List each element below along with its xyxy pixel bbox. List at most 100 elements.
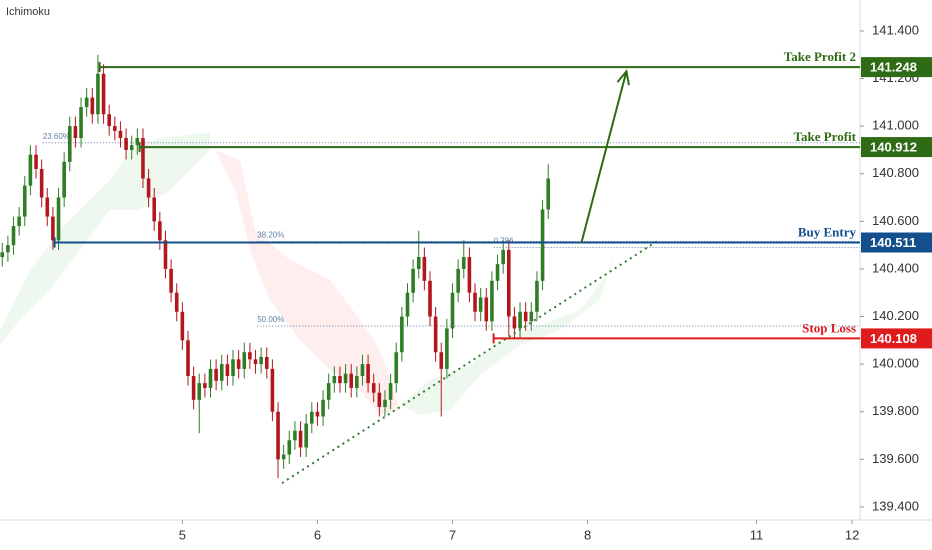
candle-body [315, 411, 320, 417]
price-tag-label: 140.108 [870, 331, 917, 346]
candle-body [540, 209, 545, 281]
candle-body [248, 352, 252, 360]
candle-body [332, 376, 337, 384]
candle-body [0, 252, 5, 258]
candle-body [450, 292, 455, 329]
fib-label: 50.00% [257, 315, 284, 324]
candle-body [383, 399, 387, 407]
candle-body [411, 268, 415, 293]
price-tag [861, 232, 932, 253]
candle-body [259, 356, 263, 365]
candle-body [11, 226, 16, 246]
candle-body [22, 185, 27, 217]
candle-body [473, 292, 477, 312]
candle-body [478, 297, 483, 312]
candle-body [135, 138, 140, 146]
price-tag-label: 141.248 [870, 60, 917, 75]
candle-body [343, 373, 348, 384]
candle-body [191, 376, 196, 400]
candle-body [416, 257, 421, 269]
candle-body [101, 73, 106, 115]
arrow-head [616, 69, 630, 86]
level-name: Stop Loss [802, 320, 856, 335]
candle-body [400, 316, 404, 353]
candle-body [225, 364, 230, 377]
level-name: Buy Entry [798, 224, 857, 239]
level-name: Take Profit [794, 129, 857, 144]
candle-body [326, 383, 331, 400]
candle-body [461, 257, 466, 269]
candle-body [208, 368, 213, 388]
candle-body [287, 440, 292, 455]
candle-body [158, 221, 162, 241]
candle-body [141, 138, 145, 179]
fib-label: 38.20% [257, 231, 284, 240]
candle-body [242, 352, 247, 369]
candle-body [180, 311, 185, 341]
candle-body [67, 126, 72, 162]
candle-body [422, 257, 427, 281]
cloud-bullish [400, 250, 615, 415]
arrow-shaft [580, 71, 628, 244]
candle-body [270, 368, 275, 412]
candle-body [490, 280, 494, 322]
candle-body [96, 73, 100, 115]
candle-body [17, 216, 21, 227]
candle-body [349, 373, 354, 388]
candle-body [388, 383, 393, 400]
candle-body [124, 138, 128, 150]
candle-body [219, 364, 224, 381]
candle-body [169, 268, 173, 293]
candle-body [546, 178, 550, 210]
candle-body [39, 168, 44, 198]
x-tick-label: 6 [314, 527, 321, 542]
x-tick-label: 7 [449, 527, 456, 542]
candle-body [163, 240, 168, 269]
y-tick-label: 141.000 [872, 118, 919, 133]
candle-body [253, 359, 258, 365]
candle-body [73, 126, 78, 139]
y-tick-label: 140.000 [872, 356, 919, 371]
candle-body [360, 364, 365, 377]
candle-body [293, 430, 297, 441]
candle-body [203, 383, 207, 388]
candle-body [90, 97, 95, 115]
candle-body [231, 359, 235, 377]
candle-body [371, 383, 376, 393]
price-tag-label: 140.511 [870, 235, 916, 250]
candle-body [355, 376, 359, 388]
candle-body [467, 257, 472, 293]
ichimoku-cloud [0, 132, 615, 415]
candle-body [529, 311, 534, 322]
x-tick-label: 11 [750, 527, 764, 542]
x-tick-label: 12 [845, 527, 859, 542]
candle-body [264, 356, 269, 369]
candle-body [34, 154, 38, 169]
y-tick-label: 140.800 [872, 165, 919, 180]
candle-body [518, 311, 522, 329]
candle-body [428, 280, 432, 317]
candle-body [377, 392, 382, 407]
candle-body [276, 411, 280, 460]
candle-body [107, 114, 111, 127]
fib-label: 23.60% [43, 132, 70, 141]
level-name: Take Profit 2 [784, 49, 856, 64]
y-tick-label: 140.200 [872, 308, 919, 323]
candle-body [113, 126, 117, 131]
candle-body [146, 178, 151, 198]
candle-body [84, 97, 89, 108]
candle-body [281, 454, 286, 460]
candle-body [62, 161, 66, 198]
candle-body [338, 376, 342, 384]
trendline [281, 239, 660, 484]
candle-body [495, 264, 500, 281]
price-tag-label: 140.912 [870, 140, 917, 155]
y-tick-label: 140.400 [872, 260, 919, 275]
cloud-bearish [215, 150, 400, 415]
cloud-bullish [0, 132, 210, 345]
candle-body [56, 197, 61, 241]
candle-body [366, 364, 370, 384]
candle-body [129, 145, 134, 150]
